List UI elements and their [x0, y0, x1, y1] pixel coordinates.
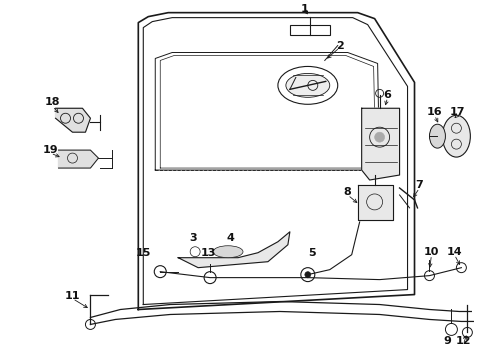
- Ellipse shape: [286, 73, 330, 97]
- Ellipse shape: [278, 67, 338, 104]
- Polygon shape: [362, 108, 399, 180]
- Text: 8: 8: [344, 187, 352, 197]
- Polygon shape: [55, 108, 91, 132]
- Text: 2: 2: [336, 41, 343, 50]
- Text: 16: 16: [427, 107, 442, 117]
- Polygon shape: [58, 150, 98, 168]
- Ellipse shape: [429, 124, 445, 148]
- Ellipse shape: [213, 246, 243, 258]
- Text: 10: 10: [424, 247, 439, 257]
- Text: 1: 1: [301, 4, 309, 14]
- Text: 18: 18: [45, 97, 60, 107]
- Text: 5: 5: [308, 248, 316, 258]
- Text: 12: 12: [456, 336, 471, 346]
- Text: 11: 11: [65, 291, 80, 301]
- Text: 9: 9: [443, 336, 451, 346]
- Text: 6: 6: [384, 90, 392, 100]
- Text: 19: 19: [43, 145, 58, 155]
- Text: 14: 14: [446, 247, 462, 257]
- Text: 3: 3: [189, 233, 197, 243]
- Circle shape: [375, 132, 385, 142]
- Text: 4: 4: [226, 233, 234, 243]
- Polygon shape: [358, 185, 392, 220]
- Polygon shape: [178, 232, 290, 268]
- Text: 15: 15: [136, 248, 151, 258]
- Bar: [290, 24, 330, 35]
- Text: 7: 7: [416, 180, 423, 190]
- Text: 17: 17: [450, 107, 465, 117]
- Text: 13: 13: [200, 248, 216, 258]
- Ellipse shape: [442, 115, 470, 157]
- Circle shape: [305, 272, 311, 278]
